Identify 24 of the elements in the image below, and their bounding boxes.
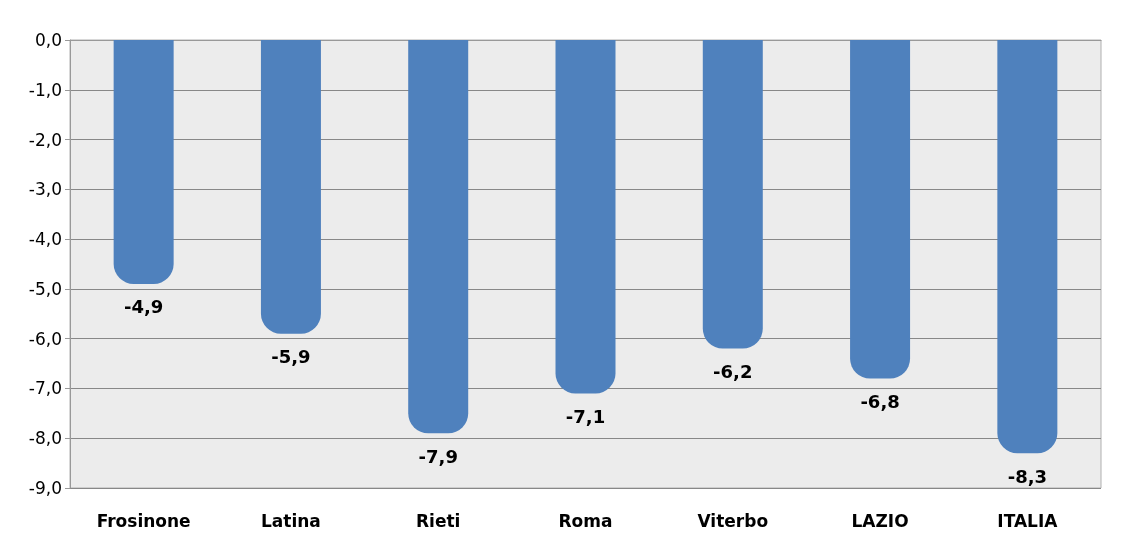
y-tick-label: -3,0 bbox=[28, 179, 62, 200]
x-tick-label: Roma bbox=[558, 510, 613, 531]
data-label: -5,9 bbox=[271, 346, 311, 368]
y-tick-label: 0,0 bbox=[34, 30, 62, 50]
y-tick-label: -6,0 bbox=[28, 328, 62, 349]
x-tick-label: LAZIO bbox=[851, 510, 909, 531]
data-label: -6,8 bbox=[860, 390, 900, 412]
y-tick-label: -4,0 bbox=[28, 229, 62, 250]
y-tick-label: -5,0 bbox=[28, 278, 62, 299]
data-label: -6,2 bbox=[713, 361, 753, 383]
x-tick-label: Latina bbox=[261, 510, 321, 531]
data-label: -4,9 bbox=[123, 296, 164, 318]
x-tick-label: Rieti bbox=[416, 510, 461, 531]
y-tick-label: -1,0 bbox=[28, 79, 62, 100]
data-label: -8,3 bbox=[1007, 465, 1048, 487]
data-label: -7,9 bbox=[418, 445, 458, 467]
data-label: -7,1 bbox=[565, 405, 606, 427]
y-tick-label: -9,0 bbox=[28, 478, 62, 498]
y-tick-label: -2,0 bbox=[28, 129, 62, 150]
y-tick-label: -7,0 bbox=[28, 378, 62, 399]
x-tick-label: Frosinone bbox=[96, 510, 191, 531]
x-tick-label: ITALIA bbox=[997, 510, 1059, 531]
x-tick-label: Viterbo bbox=[697, 510, 769, 531]
y-tick-label: -8,0 bbox=[28, 428, 62, 449]
